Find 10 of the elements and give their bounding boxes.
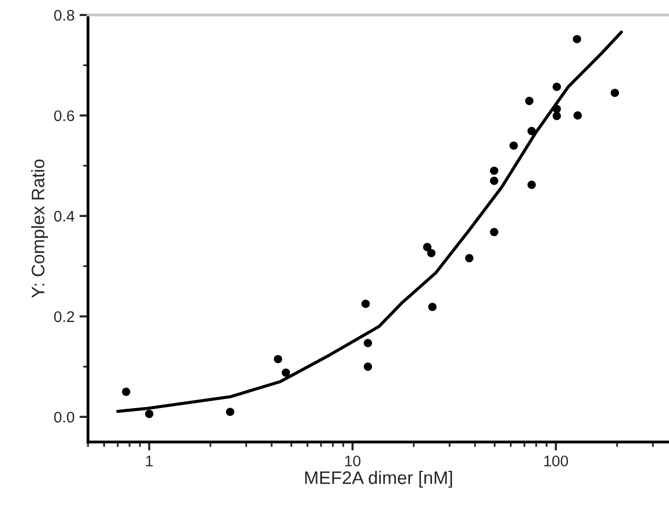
y-tick-label: 0.4	[54, 210, 74, 222]
x-tick-label: 100	[544, 456, 568, 466]
x-axis-title: MEF2A dimer [nM]	[305, 470, 452, 488]
x-tick-label: 10	[345, 456, 360, 466]
y-tick-label: 0.6	[54, 110, 74, 122]
y-axis-title: Y: Complex Ratio	[31, 160, 48, 298]
y-tick-label: 0.8	[54, 10, 74, 21]
y-tick-label: 0.2	[54, 311, 74, 322]
y-tick-label: 0.0	[54, 412, 74, 423]
x-tick-label: 1	[146, 456, 153, 466]
